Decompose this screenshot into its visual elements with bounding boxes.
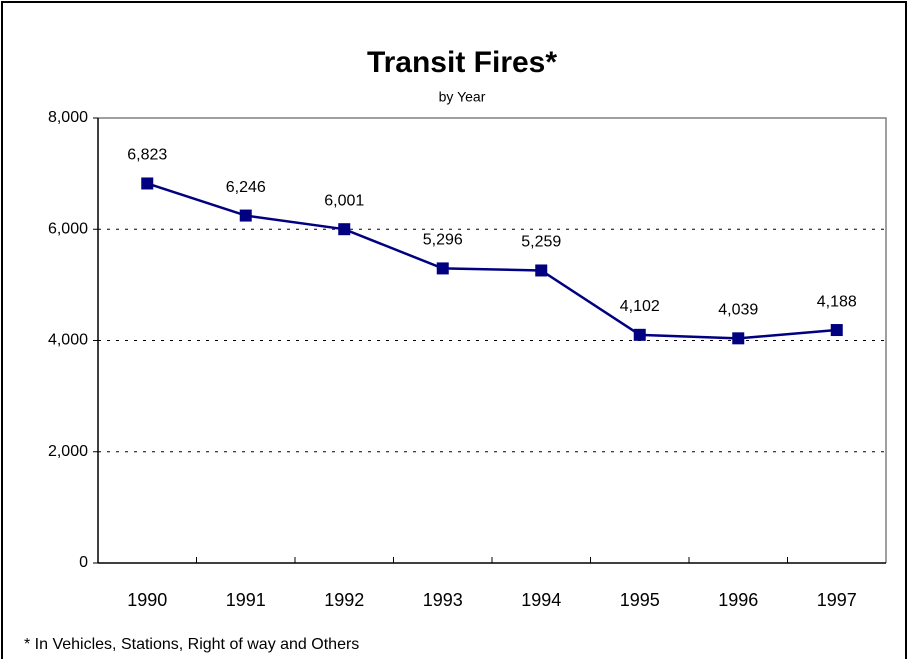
x-tick-label: 1997 (817, 590, 857, 610)
data-label: 4,039 (718, 302, 758, 319)
data-label: 6,246 (226, 179, 266, 196)
marker (338, 223, 351, 236)
line (146, 182, 837, 340)
plot-border (98, 117, 887, 563)
y-tick-label: 4,000 (48, 332, 88, 349)
x-tick-label: 1993 (423, 590, 463, 610)
y-tick-label: 8,000 (48, 109, 88, 126)
data-label: 4,102 (620, 298, 660, 315)
footnote: * In Vehicles, Stations, Right of way an… (24, 636, 359, 653)
marker (633, 328, 646, 341)
marker (535, 264, 548, 277)
x-tick-label: 1994 (521, 590, 561, 610)
x-tick-label: 1990 (127, 590, 167, 610)
data-label: 5,296 (423, 232, 463, 249)
y-tick-label: 0 (79, 554, 88, 571)
data-label: 6,001 (324, 192, 364, 209)
data-label: 5,259 (521, 234, 561, 251)
marker (830, 324, 843, 337)
marker (732, 332, 745, 345)
data-label: 6,823 (127, 147, 167, 164)
chart-title: Transit Fires* (367, 46, 557, 79)
y-tick-label: 6,000 (48, 220, 88, 237)
marker (239, 209, 252, 222)
x-tick-label: 1991 (226, 590, 266, 610)
x-tick-label: 1996 (718, 590, 758, 610)
marker (141, 177, 154, 190)
x-tick-label: 1995 (620, 590, 660, 610)
chart-subtitle: by Year (439, 89, 486, 105)
y-tick-label: 2,000 (48, 443, 88, 460)
x-tick-label: 1992 (324, 590, 364, 610)
marker (436, 262, 449, 275)
data-label: 4,188 (817, 293, 857, 310)
